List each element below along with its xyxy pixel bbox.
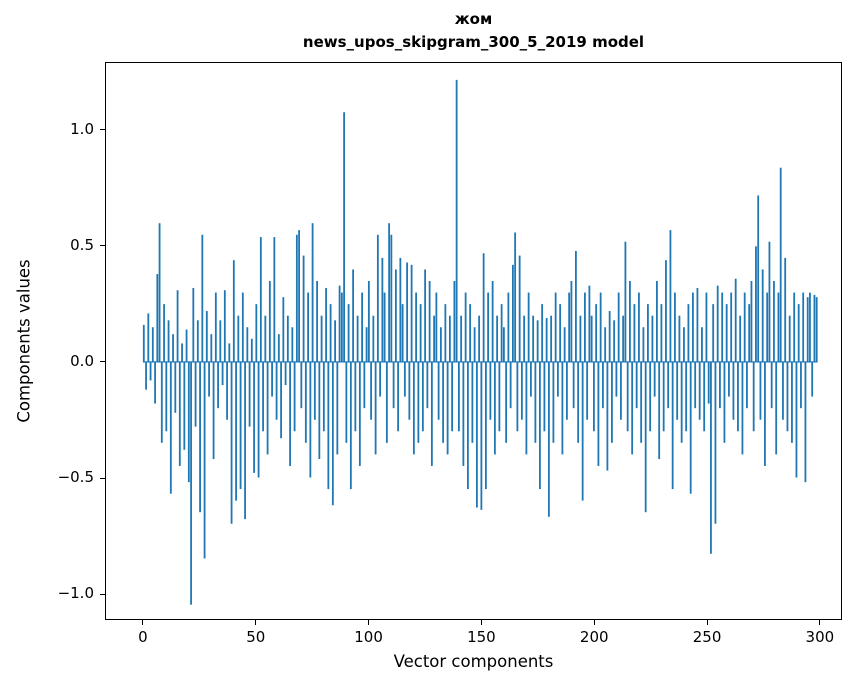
x-tick-mark	[706, 620, 708, 625]
chart-title-line2: news_upos_skipgram_300_5_2019 model	[302, 32, 645, 51]
x-tick-label: 150	[467, 628, 496, 646]
x-tick-mark	[368, 620, 370, 625]
x-tick-label: 300	[805, 628, 835, 646]
bar-series	[142, 79, 818, 605]
y-tick-mark	[100, 129, 105, 131]
y-tick-label: −1.0	[57, 584, 94, 602]
y-tick-label: 1.0	[70, 119, 94, 138]
x-tick-mark	[142, 620, 144, 625]
x-tick-label: 250	[692, 628, 722, 646]
x-tick-mark	[819, 620, 821, 625]
x-axis-label: Vector components	[393, 652, 554, 671]
chart-title-line1: жом	[454, 10, 493, 28]
x-tick-label: 200	[579, 628, 609, 646]
y-tick-mark	[100, 477, 105, 479]
y-tick-label: −0.5	[57, 468, 94, 486]
x-tick-label: 50	[246, 628, 266, 646]
y-axis-label: Components values	[14, 259, 34, 423]
x-tick-mark	[593, 620, 595, 625]
x-tick-label: 0	[138, 628, 148, 646]
y-tick-mark	[100, 593, 105, 595]
y-tick-mark	[100, 245, 105, 247]
chart-title: жом news_upos_skipgram_300_5_2019 model	[105, 8, 842, 53]
x-tick-mark	[255, 620, 257, 625]
x-tick-mark	[480, 620, 482, 625]
x-tick-label: 100	[354, 628, 383, 646]
y-tick-mark	[100, 361, 105, 363]
plot-area	[105, 62, 842, 620]
y-tick-label: 0.0	[70, 351, 94, 370]
y-tick-label: 0.5	[70, 235, 94, 254]
